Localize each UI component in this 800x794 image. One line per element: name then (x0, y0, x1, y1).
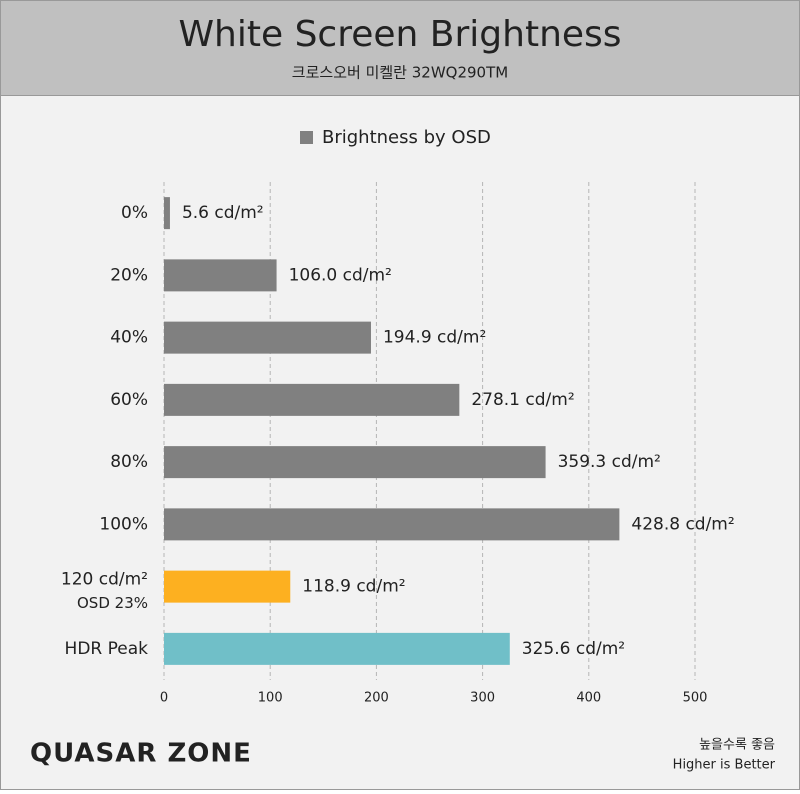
y-tick-label: 80% (110, 452, 148, 472)
data-label: 118.9 cd/m² (302, 577, 405, 597)
x-tick-label: 300 (470, 691, 495, 706)
y-tick-label: 0% (121, 203, 148, 223)
y-tick-label: 100% (99, 514, 148, 534)
data-label: 5.6 cd/m² (182, 203, 264, 223)
bar (164, 259, 277, 292)
x-tick-label: 500 (683, 691, 708, 706)
x-tick-label: 400 (576, 691, 601, 706)
bar (164, 570, 291, 603)
legend-swatch (300, 131, 313, 144)
bar (164, 508, 620, 541)
data-label: 278.1 cd/m² (471, 390, 574, 410)
y-tick-label: 20% (110, 265, 148, 285)
logo: QUASAR ZONE (30, 739, 252, 769)
y-tick-sublabel: OSD 23% (77, 594, 148, 612)
bar (164, 383, 460, 416)
y-tick-label: 120 cd/m² (61, 570, 148, 590)
x-tick-label: 200 (364, 691, 389, 706)
data-label: 106.0 cd/m² (289, 265, 392, 285)
data-label: 194.9 cd/m² (383, 328, 486, 348)
chart-title: White Screen Brightness (178, 14, 621, 55)
data-label: 325.6 cd/m² (522, 639, 625, 659)
data-label: 428.8 cd/m² (631, 514, 734, 534)
bar (164, 632, 510, 665)
x-tick-label: 100 (258, 691, 283, 706)
footnote: Higher is Better (673, 758, 776, 773)
data-label: 359.3 cd/m² (558, 452, 661, 472)
header (0, 0, 800, 96)
legend-label: Brightness by OSD (322, 127, 491, 148)
y-tick-label: 60% (110, 390, 148, 410)
bar (164, 321, 371, 354)
y-tick-label: 40% (110, 328, 148, 348)
y-tick-label: HDR Peak (65, 639, 149, 659)
bar (164, 197, 170, 230)
bar (164, 446, 546, 479)
footnote: 높을수록 좋음 (699, 738, 775, 753)
chart-subtitle: 크로스오버 미켈란 32WQ290TM (292, 64, 508, 82)
x-tick-label: 0 (160, 691, 168, 706)
